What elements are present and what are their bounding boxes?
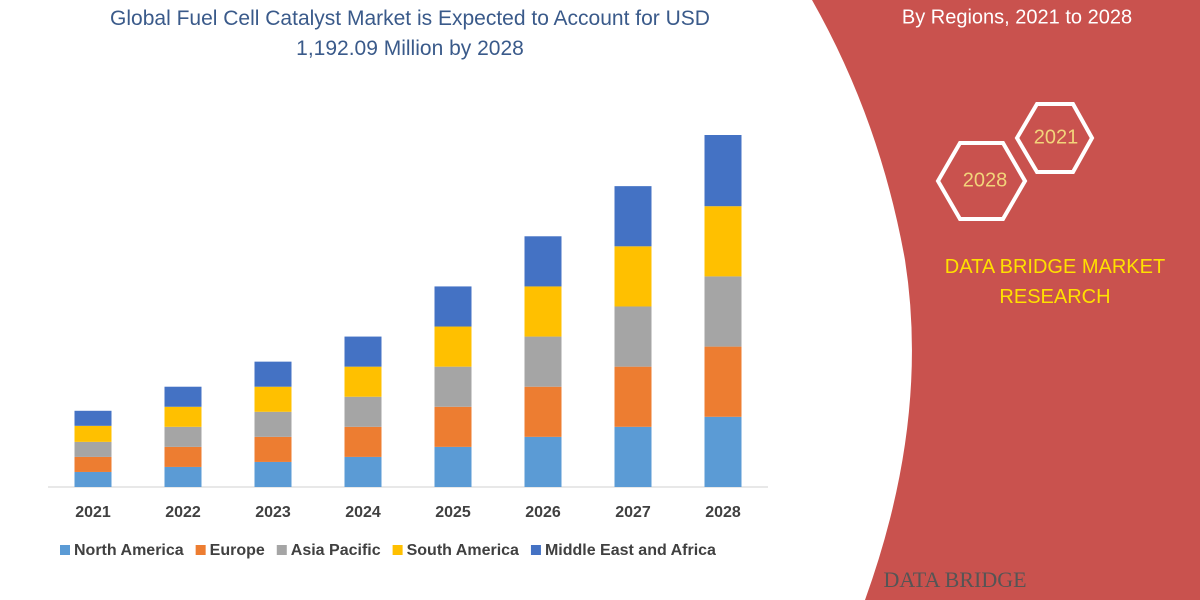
legend-label: Europe [210,542,265,559]
bar-segment [434,366,472,407]
bar-segment [704,135,742,207]
bar-segment [614,426,652,487]
bar-segment [524,436,562,487]
bar-segment [614,306,652,367]
bar-segment [254,386,292,412]
bar-segment [704,416,742,487]
bar-segment [524,286,562,337]
bar-segment [344,336,382,367]
x-tick-label: 2024 [345,504,381,521]
bar-segment [164,446,202,467]
bar-segment [434,326,472,367]
bar-segment [344,366,382,397]
bar-segment [524,236,562,287]
legend-swatch [195,545,206,555]
bar-segment [74,425,112,442]
bar-segment [164,466,202,487]
hexagon [935,141,1028,221]
bar-segment [434,406,472,447]
hex-label: 2028 [963,169,1008,191]
bar-segment [74,410,112,426]
brand: DATA BRIDGE MARKET RESEARCH [944,256,1166,308]
legend-label: North America [74,542,184,559]
side-panel [812,0,1200,600]
bar-segment [74,456,112,472]
x-tick-label: 2021 [75,504,111,521]
x-tick-label: 2023 [255,504,291,521]
x-tick-label: 2022 [165,504,201,521]
legend-swatch [392,545,403,555]
bar-segment [344,396,382,427]
legend-swatch [276,545,287,555]
legend-swatch [530,545,541,555]
legend-label: Middle East and Africa [545,542,716,559]
subtitle: By Regions, 2021 to 2028 [902,6,1132,28]
hex-label: 2021 [1034,126,1079,148]
bar-segment [254,436,292,462]
bar-segment [254,411,292,437]
bar-segment [74,471,112,487]
bar-segment [164,386,202,407]
bar-segment [614,366,652,427]
bar-segment [524,336,562,387]
bar-segment [254,361,292,387]
bar-segment [704,206,742,277]
bar-segment [704,276,742,347]
chart-title: Global Fuel Cell Catalyst Market is Expe… [110,7,710,60]
bar-segment [164,426,202,447]
bar-segment [74,441,112,457]
x-tick-label: 2025 [435,504,471,521]
bar-segment [524,386,562,437]
logo: DATA BRIDGE [883,567,1026,592]
bar-segment [614,246,652,307]
bar-segment [254,461,292,487]
legend-swatch [60,545,70,555]
legend-label: Asia Pacific [291,542,381,559]
legend-label: South America [407,542,519,559]
x-tick-label: 2028 [705,504,741,521]
bar-segment [704,346,742,417]
bar-segment [164,406,202,427]
bar-segment [614,186,652,247]
x-tick-label: 2026 [525,504,561,521]
x-tick-label: 2027 [615,504,651,521]
bar-segment [434,446,472,487]
bar-segment [434,286,472,327]
hexagon [1014,102,1095,174]
brand-box: DATA BRIDGE MARKET RESEARCH [944,256,1166,308]
bar-segment [344,426,382,457]
bar-segment [344,456,382,487]
